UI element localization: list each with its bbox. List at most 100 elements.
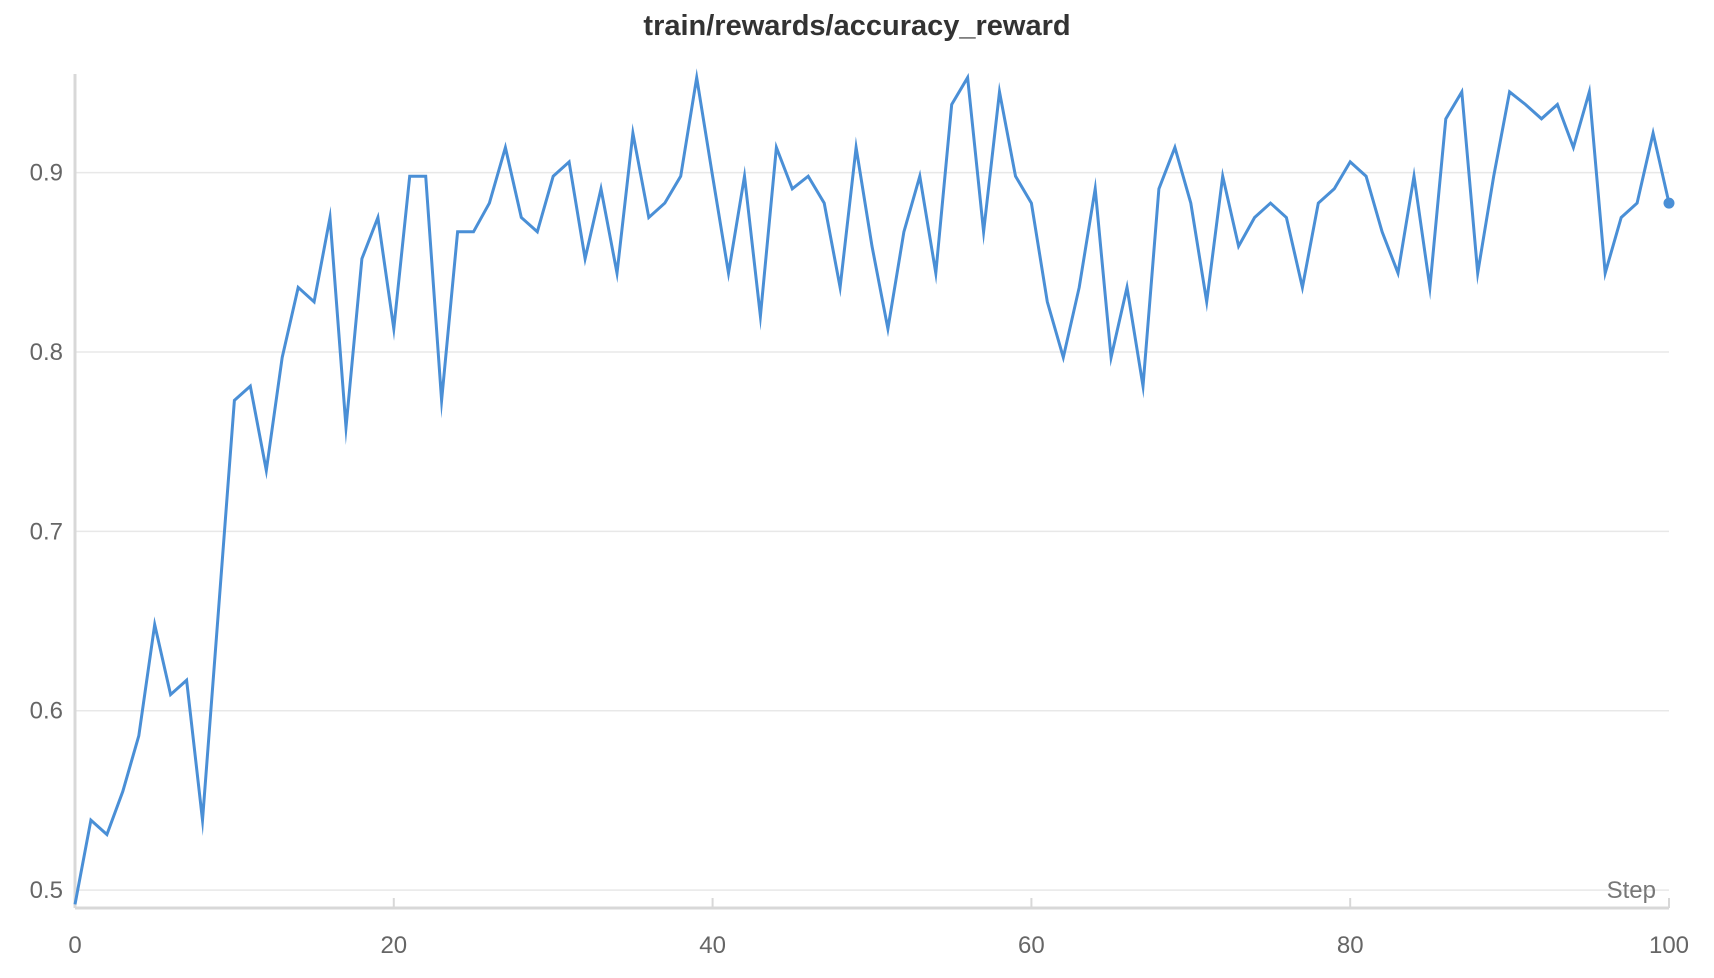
data-point[interactable] xyxy=(1426,283,1434,291)
data-point[interactable] xyxy=(1410,172,1418,180)
data-point[interactable] xyxy=(278,353,286,361)
data-point[interactable] xyxy=(1362,172,1370,180)
data-point[interactable] xyxy=(1394,269,1402,277)
data-point[interactable] xyxy=(262,466,270,474)
data-point[interactable] xyxy=(246,382,254,390)
data-point[interactable] xyxy=(1633,199,1641,207)
data-point[interactable] xyxy=(1346,158,1354,166)
data-point[interactable] xyxy=(326,213,334,221)
data-point[interactable] xyxy=(1267,199,1275,207)
data-point[interactable] xyxy=(1553,100,1561,108)
data-point[interactable] xyxy=(151,621,159,629)
data-point[interactable] xyxy=(1171,144,1179,152)
last-data-point[interactable] xyxy=(1663,197,1675,209)
data-point[interactable] xyxy=(1585,88,1593,96)
data-point[interactable] xyxy=(71,900,79,908)
data-point[interactable] xyxy=(214,606,222,614)
data-point[interactable] xyxy=(1123,283,1131,291)
data-point[interactable] xyxy=(565,158,573,166)
data-point[interactable] xyxy=(485,199,493,207)
data-point[interactable] xyxy=(1075,283,1083,291)
data-point[interactable] xyxy=(135,732,143,740)
data-point[interactable] xyxy=(167,691,175,699)
data-point[interactable] xyxy=(1649,129,1657,137)
data-point[interactable] xyxy=(1107,353,1115,361)
data-point[interactable] xyxy=(294,283,302,291)
data-point[interactable] xyxy=(788,185,796,193)
data-point[interactable] xyxy=(406,172,414,180)
data-point[interactable] xyxy=(1203,298,1211,306)
data-point[interactable] xyxy=(470,228,478,236)
data-point[interactable] xyxy=(549,172,557,180)
data-point[interactable] xyxy=(119,787,127,795)
data-point[interactable] xyxy=(1059,353,1067,361)
data-point[interactable] xyxy=(1490,172,1498,180)
data-point[interactable] xyxy=(1474,269,1482,277)
data-point[interactable] xyxy=(438,396,446,404)
data-point[interactable] xyxy=(1330,185,1338,193)
data-point[interactable] xyxy=(87,816,95,824)
data-point[interactable] xyxy=(1506,88,1514,96)
data-point[interactable] xyxy=(183,676,191,684)
data-point[interactable] xyxy=(310,298,318,306)
data-point[interactable] xyxy=(1522,100,1530,108)
data-point[interactable] xyxy=(454,228,462,236)
data-point[interactable] xyxy=(964,74,972,82)
data-point[interactable] xyxy=(1617,213,1625,221)
data-point[interactable] xyxy=(517,213,525,221)
data-point[interactable] xyxy=(820,199,828,207)
data-point[interactable] xyxy=(358,255,366,263)
data-point[interactable] xyxy=(996,88,1004,96)
data-point[interactable] xyxy=(1282,213,1290,221)
data-point[interactable] xyxy=(677,172,685,180)
data-point[interactable] xyxy=(804,172,812,180)
data-point[interactable] xyxy=(597,185,605,193)
data-point[interactable] xyxy=(1091,185,1099,193)
data-point[interactable] xyxy=(103,830,111,838)
data-point[interactable] xyxy=(868,242,876,250)
data-point[interactable] xyxy=(230,396,238,404)
data-point[interactable] xyxy=(1458,88,1466,96)
data-point[interactable] xyxy=(342,423,350,431)
data-point[interactable] xyxy=(836,283,844,291)
data-point[interactable] xyxy=(884,325,892,333)
data-point[interactable] xyxy=(1187,199,1195,207)
data-point[interactable] xyxy=(1298,283,1306,291)
data-point[interactable] xyxy=(501,144,509,152)
data-point[interactable] xyxy=(1027,199,1035,207)
data-point[interactable] xyxy=(1537,115,1545,123)
data-point[interactable] xyxy=(900,228,908,236)
data-point[interactable] xyxy=(1155,185,1163,193)
data-point[interactable] xyxy=(533,228,541,236)
data-point[interactable] xyxy=(1251,213,1259,221)
data-point[interactable] xyxy=(1139,382,1147,390)
data-point[interactable] xyxy=(613,269,621,277)
data-point[interactable] xyxy=(1011,172,1019,180)
data-point[interactable] xyxy=(948,100,956,108)
data-point[interactable] xyxy=(1442,115,1450,123)
data-point[interactable] xyxy=(199,816,207,824)
data-point[interactable] xyxy=(645,213,653,221)
data-point[interactable] xyxy=(693,74,701,82)
data-point[interactable] xyxy=(374,213,382,221)
data-point[interactable] xyxy=(1235,242,1243,250)
data-point[interactable] xyxy=(390,325,398,333)
data-point[interactable] xyxy=(422,172,430,180)
data-point[interactable] xyxy=(1601,269,1609,277)
data-point[interactable] xyxy=(932,269,940,277)
series-line[interactable] xyxy=(73,68,1671,905)
data-point[interactable] xyxy=(725,269,733,277)
data-point[interactable] xyxy=(1043,298,1051,306)
data-point[interactable] xyxy=(629,129,637,137)
data-point[interactable] xyxy=(756,312,764,320)
data-point[interactable] xyxy=(1314,199,1322,207)
data-point[interactable] xyxy=(916,172,924,180)
data-point[interactable] xyxy=(772,144,780,152)
data-point[interactable] xyxy=(1219,172,1227,180)
data-point[interactable] xyxy=(709,172,717,180)
data-point[interactable] xyxy=(852,144,860,152)
data-point[interactable] xyxy=(581,255,589,263)
data-point[interactable] xyxy=(1378,228,1386,236)
data-point[interactable] xyxy=(980,228,988,236)
